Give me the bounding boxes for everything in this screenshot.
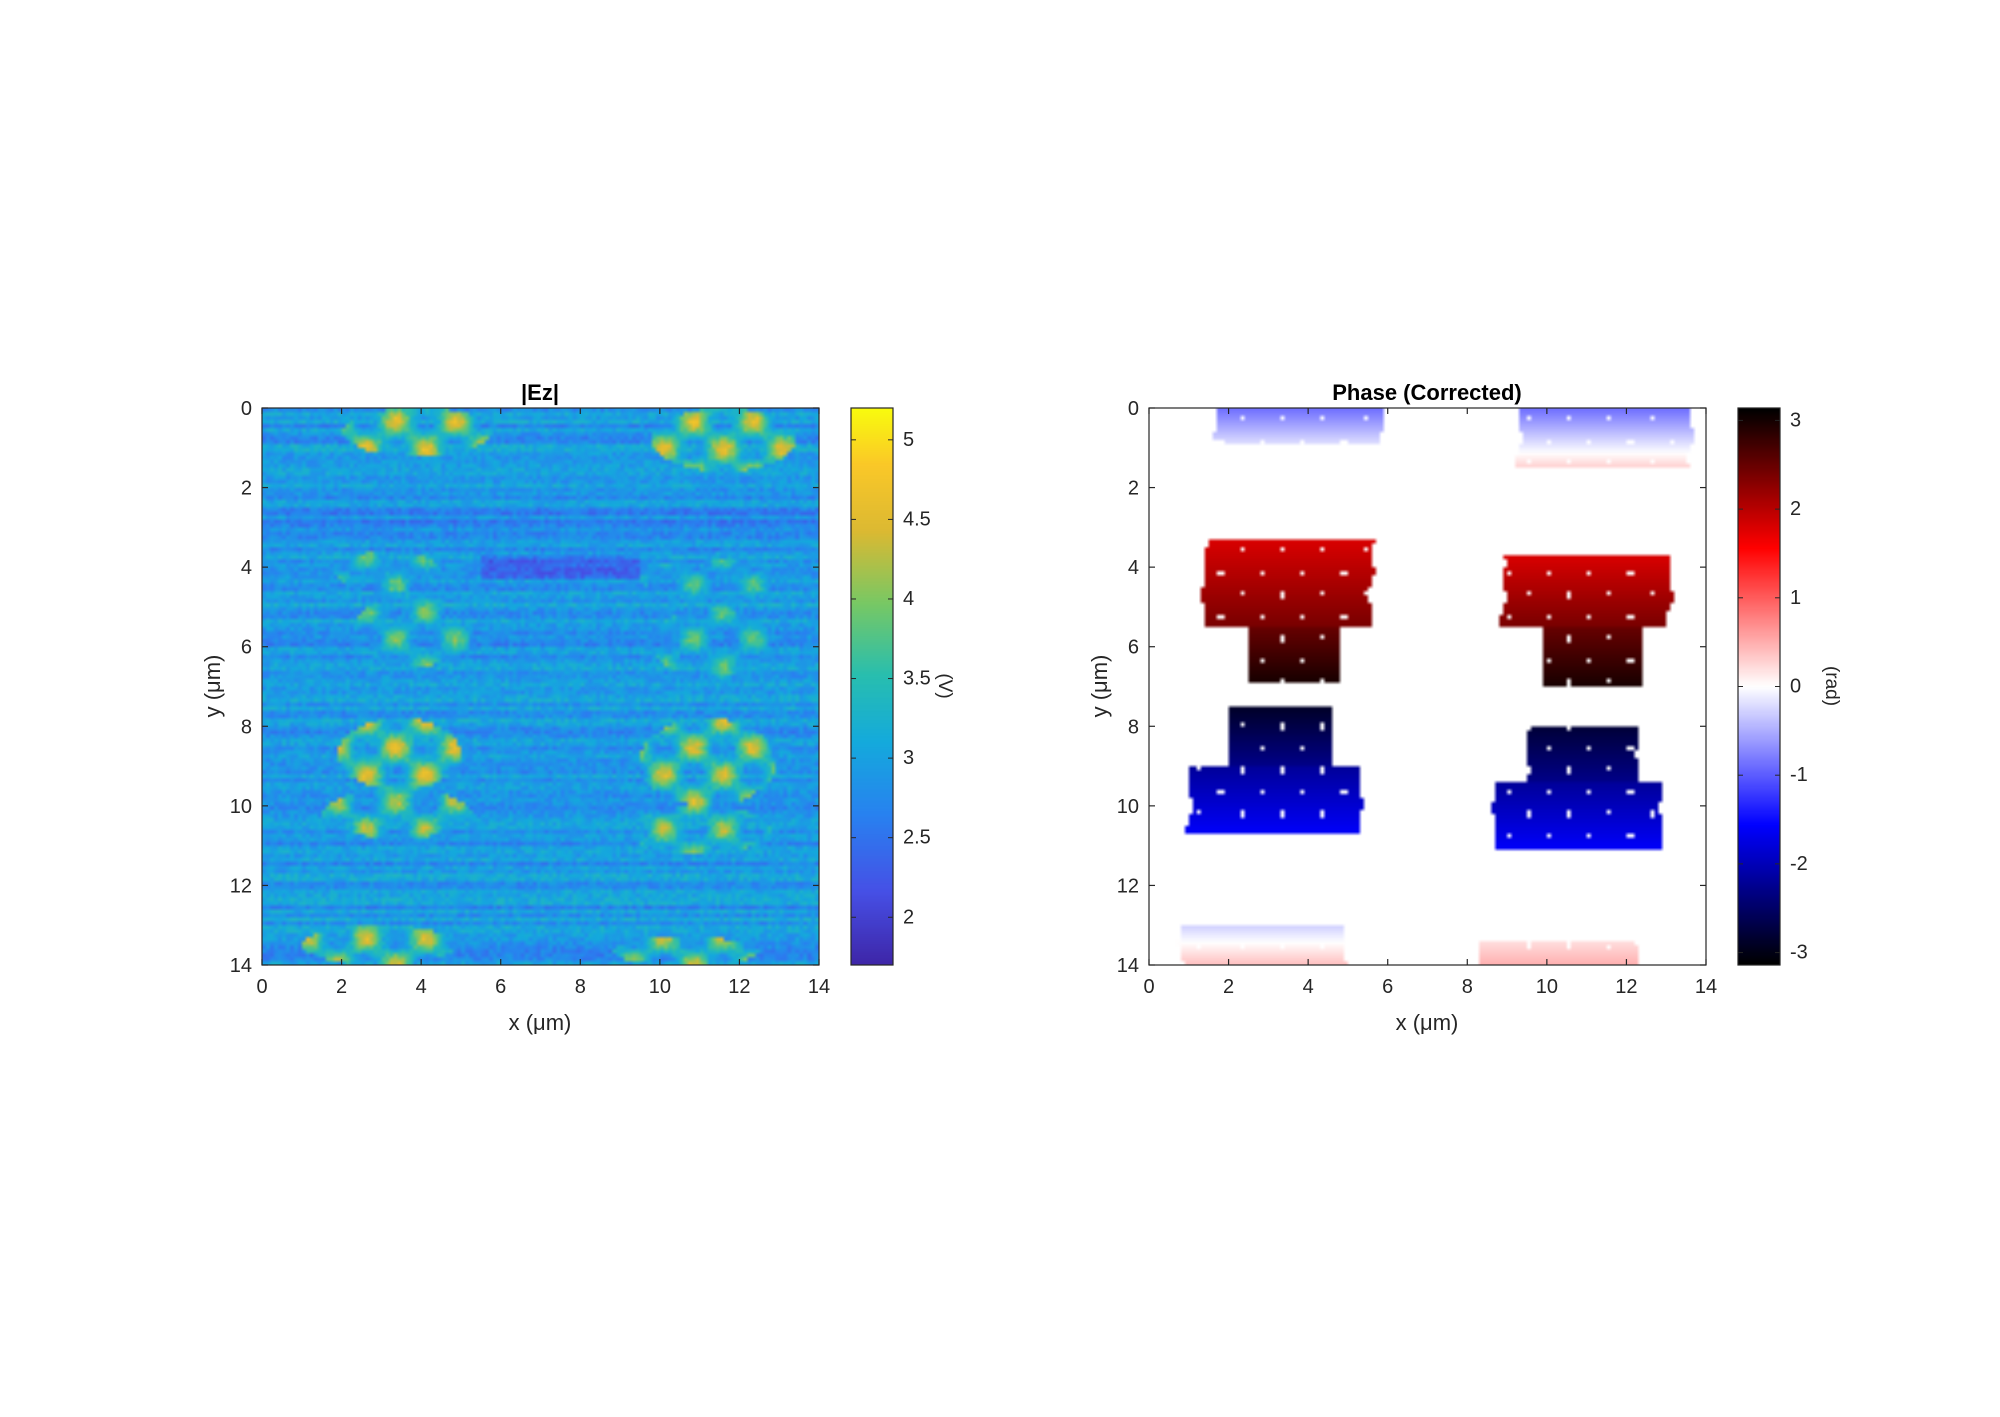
y-tick-label: 6 (241, 637, 252, 659)
y-tick-label: 0 (241, 398, 252, 420)
y-tick-label: 2 (241, 478, 252, 500)
x-tick-label: 0 (256, 976, 267, 998)
y-tick-label: 8 (1128, 716, 1139, 738)
y-tick-label: 2 (1128, 478, 1139, 500)
heatmap-image (262, 408, 819, 965)
phase-heatmap-image (1149, 408, 1706, 965)
y-tick-label: 14 (230, 955, 252, 977)
x-tick-label: 12 (1615, 976, 1637, 998)
x-tick-label: 10 (649, 976, 671, 998)
x-tick-label: 14 (1695, 976, 1717, 998)
colorbar-ticks: -3 -2 -1 0 1 2 3 (1738, 409, 1808, 964)
y-tick-label: 12 (230, 875, 252, 897)
colorbar-label: (rad) (1821, 666, 1842, 706)
colorbar-gradient (1738, 408, 1780, 965)
colorbar-tick-label: 3.5 (903, 668, 931, 690)
colorbar-tick-label: -2 (1790, 853, 1808, 875)
colorbar-tick-label: 4 (903, 588, 914, 610)
x-tick-label: 2 (336, 976, 347, 998)
x-tick-label: 4 (416, 976, 427, 998)
y-tick-label: 6 (1128, 637, 1139, 659)
y-tick-label: 10 (1117, 796, 1139, 818)
x-tick-label: 10 (1536, 976, 1558, 998)
colorbar: 2 2.5 3 3.5 4 4.5 5 (V) (850, 407, 955, 966)
y-tick-label: 0 (1128, 398, 1139, 420)
y-tick-label: 12 (1117, 875, 1139, 897)
phase-panel: Phase (Corrected) 0 2 4 6 8 10 12 1402468101214… (1087, 380, 1842, 1035)
x-tick-label: 8 (575, 976, 586, 998)
y-axis-label: y (μm) (1087, 655, 1112, 718)
ez-heatmap-image (262, 408, 819, 965)
x-tick-label: 14 (808, 976, 830, 998)
y-tick-label: 10 (230, 796, 252, 818)
colorbar-tick-label: 1 (1790, 587, 1801, 609)
x-axis-label: x (μm) (1396, 1010, 1459, 1035)
colorbar-tick-label: 5 (903, 429, 914, 451)
colorbar-tick-label: -1 (1790, 764, 1808, 786)
colorbar-tick-label: 4.5 (903, 508, 931, 530)
heatmap-image (1149, 408, 1706, 965)
colorbar-frame (850, 407, 894, 966)
y-axis-label: y (μm) (200, 655, 225, 718)
y-tick-label: 14 (1117, 955, 1139, 977)
colorbar-tick-label: 3 (903, 747, 914, 769)
plot-frame (1148, 407, 1707, 966)
x-tick-label: 6 (495, 976, 506, 998)
colorbar-ticks: 2 2.5 3 3.5 4 4.5 5 (851, 429, 931, 928)
y-tick-label: 4 (241, 557, 252, 579)
y-tick-label: 4 (1128, 557, 1139, 579)
colorbar-label: (V) (934, 673, 955, 698)
colorbar-tick-label: 3 (1790, 409, 1801, 431)
colorbar-tick-label: 0 (1790, 676, 1801, 698)
x-tick-label: 4 (1303, 976, 1314, 998)
x-tick-label: 2 (1223, 976, 1234, 998)
colorbar-gradient (851, 408, 893, 965)
colorbar-tick-label: 2.5 (903, 827, 931, 849)
colorbar-tick-label: 2 (1790, 498, 1801, 520)
plot-frame (261, 407, 820, 966)
y-tick-label: 8 (241, 716, 252, 738)
colorbar-tick-label: -3 (1790, 942, 1808, 964)
colorbar-tick-label: 2 (903, 906, 914, 928)
chart-title: |Ez| (521, 380, 559, 405)
x-tick-label: 0 (1143, 976, 1154, 998)
x-axis-label: x (μm) (509, 1010, 572, 1035)
x-tick-label: 8 (1462, 976, 1473, 998)
colorbar: -3 -2 -1 0 1 2 3 (rad) (1737, 407, 1842, 966)
x-tick-label: 12 (728, 976, 750, 998)
chart-title: Phase (Corrected) (1332, 380, 1522, 405)
x-tick-label: 6 (1382, 976, 1393, 998)
